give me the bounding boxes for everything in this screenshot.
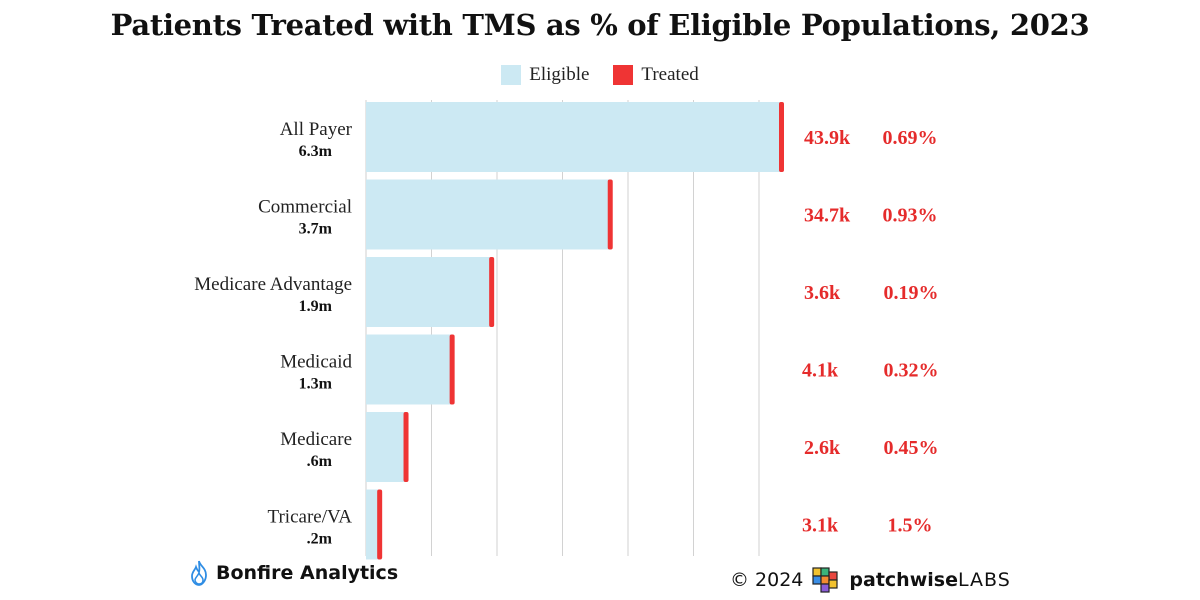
eligible-bar [366, 102, 781, 172]
legend-swatch-treated [613, 65, 634, 85]
treated-count-label: 3.1k [802, 515, 839, 537]
treated-percent-label: 0.32% [884, 360, 939, 382]
eligible-value-label: 6.3m [299, 143, 333, 160]
legend-swatch-eligible [501, 65, 522, 85]
category-label: All Payer [280, 119, 353, 140]
treated-count-label: 34.7k [804, 205, 851, 227]
eligible-bar [366, 334, 452, 405]
eligible-bar [366, 179, 610, 250]
eligible-value-label: .2m [307, 531, 333, 548]
bonfire-analytics-logo: Bonfire Analytics [188, 560, 398, 586]
treated-count-label: 43.9k [804, 127, 851, 149]
category-label: Medicaid [280, 352, 352, 373]
legend-label-eligible: Eligible [529, 64, 590, 85]
treated-count-label: 4.1k [802, 360, 839, 382]
treated-percent-label: 1.5% [888, 515, 933, 537]
treated-bar [607, 179, 613, 250]
treated-percent-label: 0.69% [883, 127, 938, 149]
treated-count-label: 2.6k [804, 437, 841, 459]
legend-item-treated: Treated [613, 64, 699, 86]
category-label: Medicare [280, 429, 352, 450]
treated-percent-label: 0.19% [884, 282, 939, 304]
category-label: Commercial [258, 197, 352, 218]
treated-bar [489, 257, 495, 327]
chart-title: Patients Treated with TMS as % of Eligib… [110, 8, 1090, 42]
treated-percent-label: 0.93% [883, 205, 938, 227]
patchwise-brand-name: patchwise [849, 569, 958, 591]
eligible-bar [366, 489, 380, 560]
treated-bar [449, 334, 455, 405]
copyright-text: © 2024 [730, 569, 804, 591]
treated-bar [403, 412, 409, 482]
patchwise-brand-suffix: LABS [958, 569, 1011, 591]
treated-count-label: 3.6k [804, 282, 841, 304]
eligible-value-label: 1.3m [299, 376, 333, 393]
category-label: Medicare Advantage [194, 274, 352, 295]
bonfire-analytics-text: Bonfire Analytics [216, 562, 399, 584]
eligible-value-label: 3.7m [299, 221, 333, 238]
treated-bar [779, 102, 784, 172]
treated-bar [377, 489, 383, 560]
legend-label-treated: Treated [641, 64, 699, 85]
eligible-bar [366, 257, 492, 327]
patchwise-cube-icon [812, 567, 839, 593]
flame-icon [191, 560, 207, 586]
eligible-bar [366, 412, 406, 482]
eligible-value-label: .6m [307, 453, 333, 470]
treated-percent-label: 0.45% [884, 437, 939, 459]
footer-right: © 2024 patchwise LABS [730, 566, 1011, 594]
category-label: Tricare/VA [268, 507, 353, 528]
legend: Eligible Treated [0, 64, 1200, 86]
eligible-value-label: 1.9m [299, 298, 333, 315]
legend-item-eligible: Eligible [501, 64, 589, 86]
